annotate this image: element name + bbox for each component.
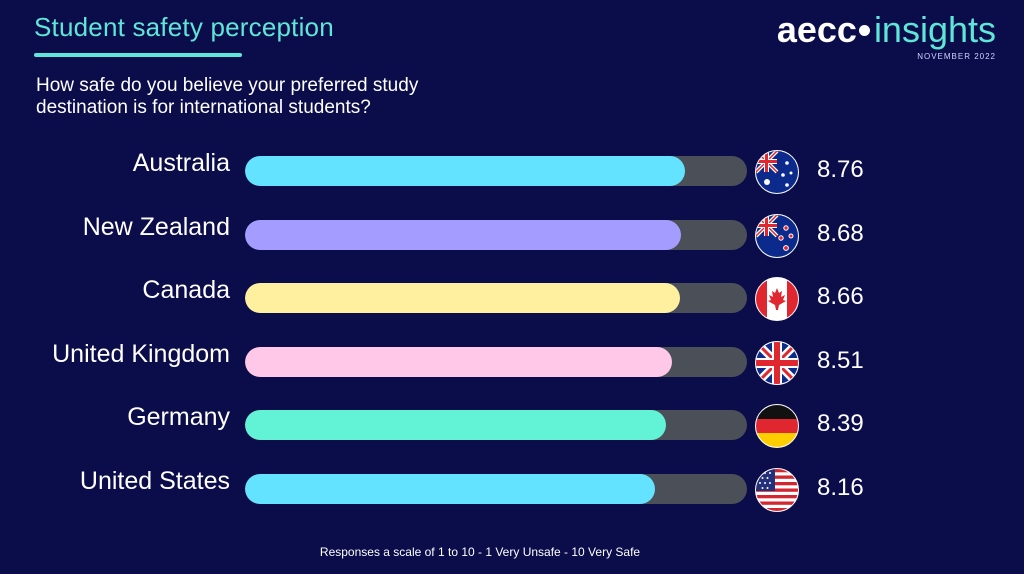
value-label: 8.76 [817, 156, 864, 183]
page-title: Student safety perception [34, 12, 334, 42]
bar-track [245, 346, 747, 377]
category-label: United Kingdom [52, 339, 230, 368]
category-label: Canada [142, 276, 230, 304]
bar-track [245, 156, 747, 186]
brand-insights: insights [873, 9, 996, 50]
value-label: 8.51 [817, 346, 864, 374]
value-label: 8.16 [817, 473, 864, 501]
page-subtitle: How safe do you believe your preferred s… [36, 75, 419, 118]
brand-logo: aecc insights NOVEMBER 2022 [776, 9, 996, 62]
category-label: United States [79, 466, 230, 495]
report-date: NOVEMBER 2022 [917, 52, 996, 61]
bar-row: Australia 8.76 [0, 140, 1024, 194]
united-states-flag-icon [755, 467, 799, 512]
title-underline [34, 53, 242, 57]
bar [245, 473, 655, 504]
bar-row: United States 8.16 [0, 458, 1024, 512]
category-label: Australia [132, 149, 230, 177]
united-kingdom-flag-icon [755, 340, 799, 385]
bar [245, 283, 680, 313]
brand-dot [858, 25, 870, 37]
bar [245, 219, 681, 250]
bar-row: United Kingdom 8.51 [0, 331, 1024, 385]
category-label: New Zealand [82, 212, 230, 241]
bar [245, 346, 673, 377]
bar-track [245, 219, 747, 250]
bar-track [245, 283, 747, 313]
australia-flag-icon [755, 150, 799, 194]
bar-row: Canada 8.66 [0, 267, 1024, 321]
value-label: 8.39 [817, 410, 864, 437]
bar [245, 156, 685, 186]
value-label: 8.66 [817, 283, 864, 310]
bar-track [245, 473, 747, 504]
value-label: 8.68 [817, 219, 864, 247]
bar [245, 410, 667, 440]
category-label: Germany [127, 403, 230, 431]
bar-track [245, 410, 747, 440]
brand-aecc: aecc [776, 9, 857, 50]
bar-row: Germany 8.39 [0, 394, 1024, 448]
new-zealand-flag-icon [755, 213, 799, 258]
canada-flag-icon [755, 277, 799, 321]
scale-footnote: Responses a scale of 1 to 10 - 1 Very Un… [319, 545, 641, 559]
bar-row: New Zealand 8.68 [0, 204, 1024, 258]
germany-flag-icon [755, 404, 799, 448]
